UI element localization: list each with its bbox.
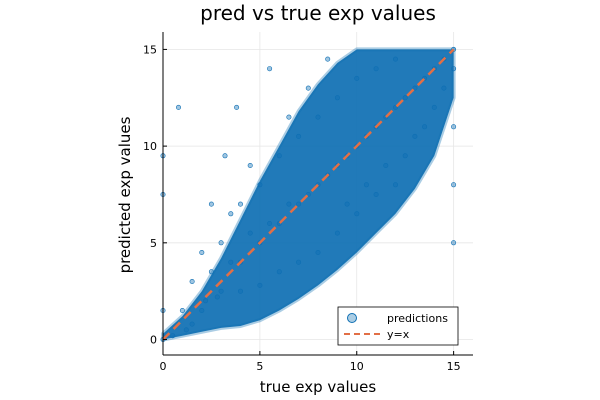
scatter-point-17 bbox=[218, 288, 224, 294]
scatter-point-15 bbox=[214, 294, 220, 300]
scatter-point-38 bbox=[296, 133, 302, 139]
x-tick-label-3: 15 bbox=[447, 360, 461, 373]
scatter-point-49 bbox=[334, 230, 340, 236]
scatter-point-34 bbox=[276, 269, 282, 275]
reference-line-group bbox=[162, 48, 455, 341]
scatter-point-39 bbox=[296, 259, 302, 265]
y-tick-label-0: 0 bbox=[150, 334, 157, 347]
scatter-point-5 bbox=[176, 104, 182, 110]
scatter-point-7 bbox=[183, 327, 189, 333]
scatter-point-16 bbox=[218, 240, 224, 246]
scatter-point-31 bbox=[267, 66, 273, 72]
scatter-point-26 bbox=[247, 163, 253, 169]
y-axis-label: predicted exp values bbox=[116, 116, 134, 273]
scatter-point-20 bbox=[228, 211, 234, 217]
scatter-point-68 bbox=[412, 133, 418, 139]
scatter-point-12 bbox=[203, 298, 209, 304]
scatter-point-10 bbox=[199, 307, 205, 313]
scatter-point-61 bbox=[383, 163, 389, 169]
scatter-point-76 bbox=[451, 66, 457, 72]
scatter-point-29 bbox=[257, 282, 263, 288]
scatter-point-28 bbox=[257, 182, 263, 188]
legend-label-predictions: predictions bbox=[387, 312, 448, 325]
scatter-point-21 bbox=[234, 104, 240, 110]
scatter-point-4 bbox=[170, 333, 176, 339]
tick-marks: 0 5 10 15 0 5 10 15 bbox=[143, 43, 461, 373]
scatter-point-25 bbox=[247, 230, 253, 236]
reference-line-yx bbox=[162, 48, 455, 341]
scatter-point-66 bbox=[402, 153, 408, 159]
scatter-point-74 bbox=[441, 85, 447, 91]
scatter-point-24 bbox=[238, 288, 244, 294]
axes bbox=[162, 32, 473, 356]
scatter-point-64 bbox=[392, 182, 398, 188]
scatter-point-23 bbox=[238, 201, 244, 207]
legend-label-yx: y=x bbox=[387, 328, 410, 341]
scatter-point-43 bbox=[315, 114, 321, 120]
y-tick-label-3: 15 bbox=[143, 43, 157, 56]
scatter-point-36 bbox=[286, 114, 292, 120]
scatter-point-44 bbox=[315, 250, 321, 256]
scatter-point-9 bbox=[189, 321, 195, 327]
chart-title: pred vs true exp values bbox=[200, 1, 436, 25]
legend-marker-predictions bbox=[347, 313, 357, 323]
scatter-point-13 bbox=[208, 269, 214, 275]
legend: predictions y=x bbox=[337, 306, 459, 346]
scatter-point-79 bbox=[451, 240, 457, 246]
legend-box bbox=[337, 306, 459, 346]
y-tick-label-2: 10 bbox=[143, 140, 157, 153]
scatter-point-59 bbox=[373, 192, 379, 198]
scatter-point-54 bbox=[354, 211, 360, 217]
scatter-point-56 bbox=[363, 182, 369, 188]
x-tick-label-1: 5 bbox=[256, 360, 263, 373]
scatter-point-46 bbox=[325, 56, 331, 62]
x-tick-label-0: 0 bbox=[160, 360, 167, 373]
scatter-point-6 bbox=[179, 307, 185, 313]
scatter-point-72 bbox=[431, 104, 437, 110]
scatter-point-70 bbox=[422, 124, 428, 130]
scatter-point-58 bbox=[373, 66, 379, 72]
scatter-point-37 bbox=[296, 201, 302, 207]
scatter-point-78 bbox=[451, 182, 457, 188]
scatter-point-51 bbox=[344, 201, 350, 207]
x-tick-label-2: 10 bbox=[350, 360, 364, 373]
scatter-point-19 bbox=[228, 259, 234, 265]
scatter-point-65 bbox=[402, 95, 408, 101]
scatter-point-11 bbox=[199, 250, 205, 256]
scatter-point-30 bbox=[267, 221, 273, 227]
scatter-point-18 bbox=[222, 153, 228, 159]
scatter-point-77 bbox=[451, 124, 457, 130]
scatter-point-35 bbox=[286, 201, 292, 207]
scatter-points bbox=[160, 46, 457, 342]
scatter-point-41 bbox=[305, 85, 311, 91]
scatter-point-63 bbox=[392, 56, 398, 62]
y-tick-label-1: 5 bbox=[150, 237, 157, 250]
scatter-point-67 bbox=[412, 85, 418, 91]
scatter-point-33 bbox=[276, 153, 282, 159]
scatter-point-53 bbox=[354, 75, 360, 81]
scatter-point-14 bbox=[208, 201, 214, 207]
scatter-point-48 bbox=[334, 95, 340, 101]
x-axis-label: true exp values bbox=[260, 378, 377, 396]
scatter-point-8 bbox=[189, 278, 195, 284]
